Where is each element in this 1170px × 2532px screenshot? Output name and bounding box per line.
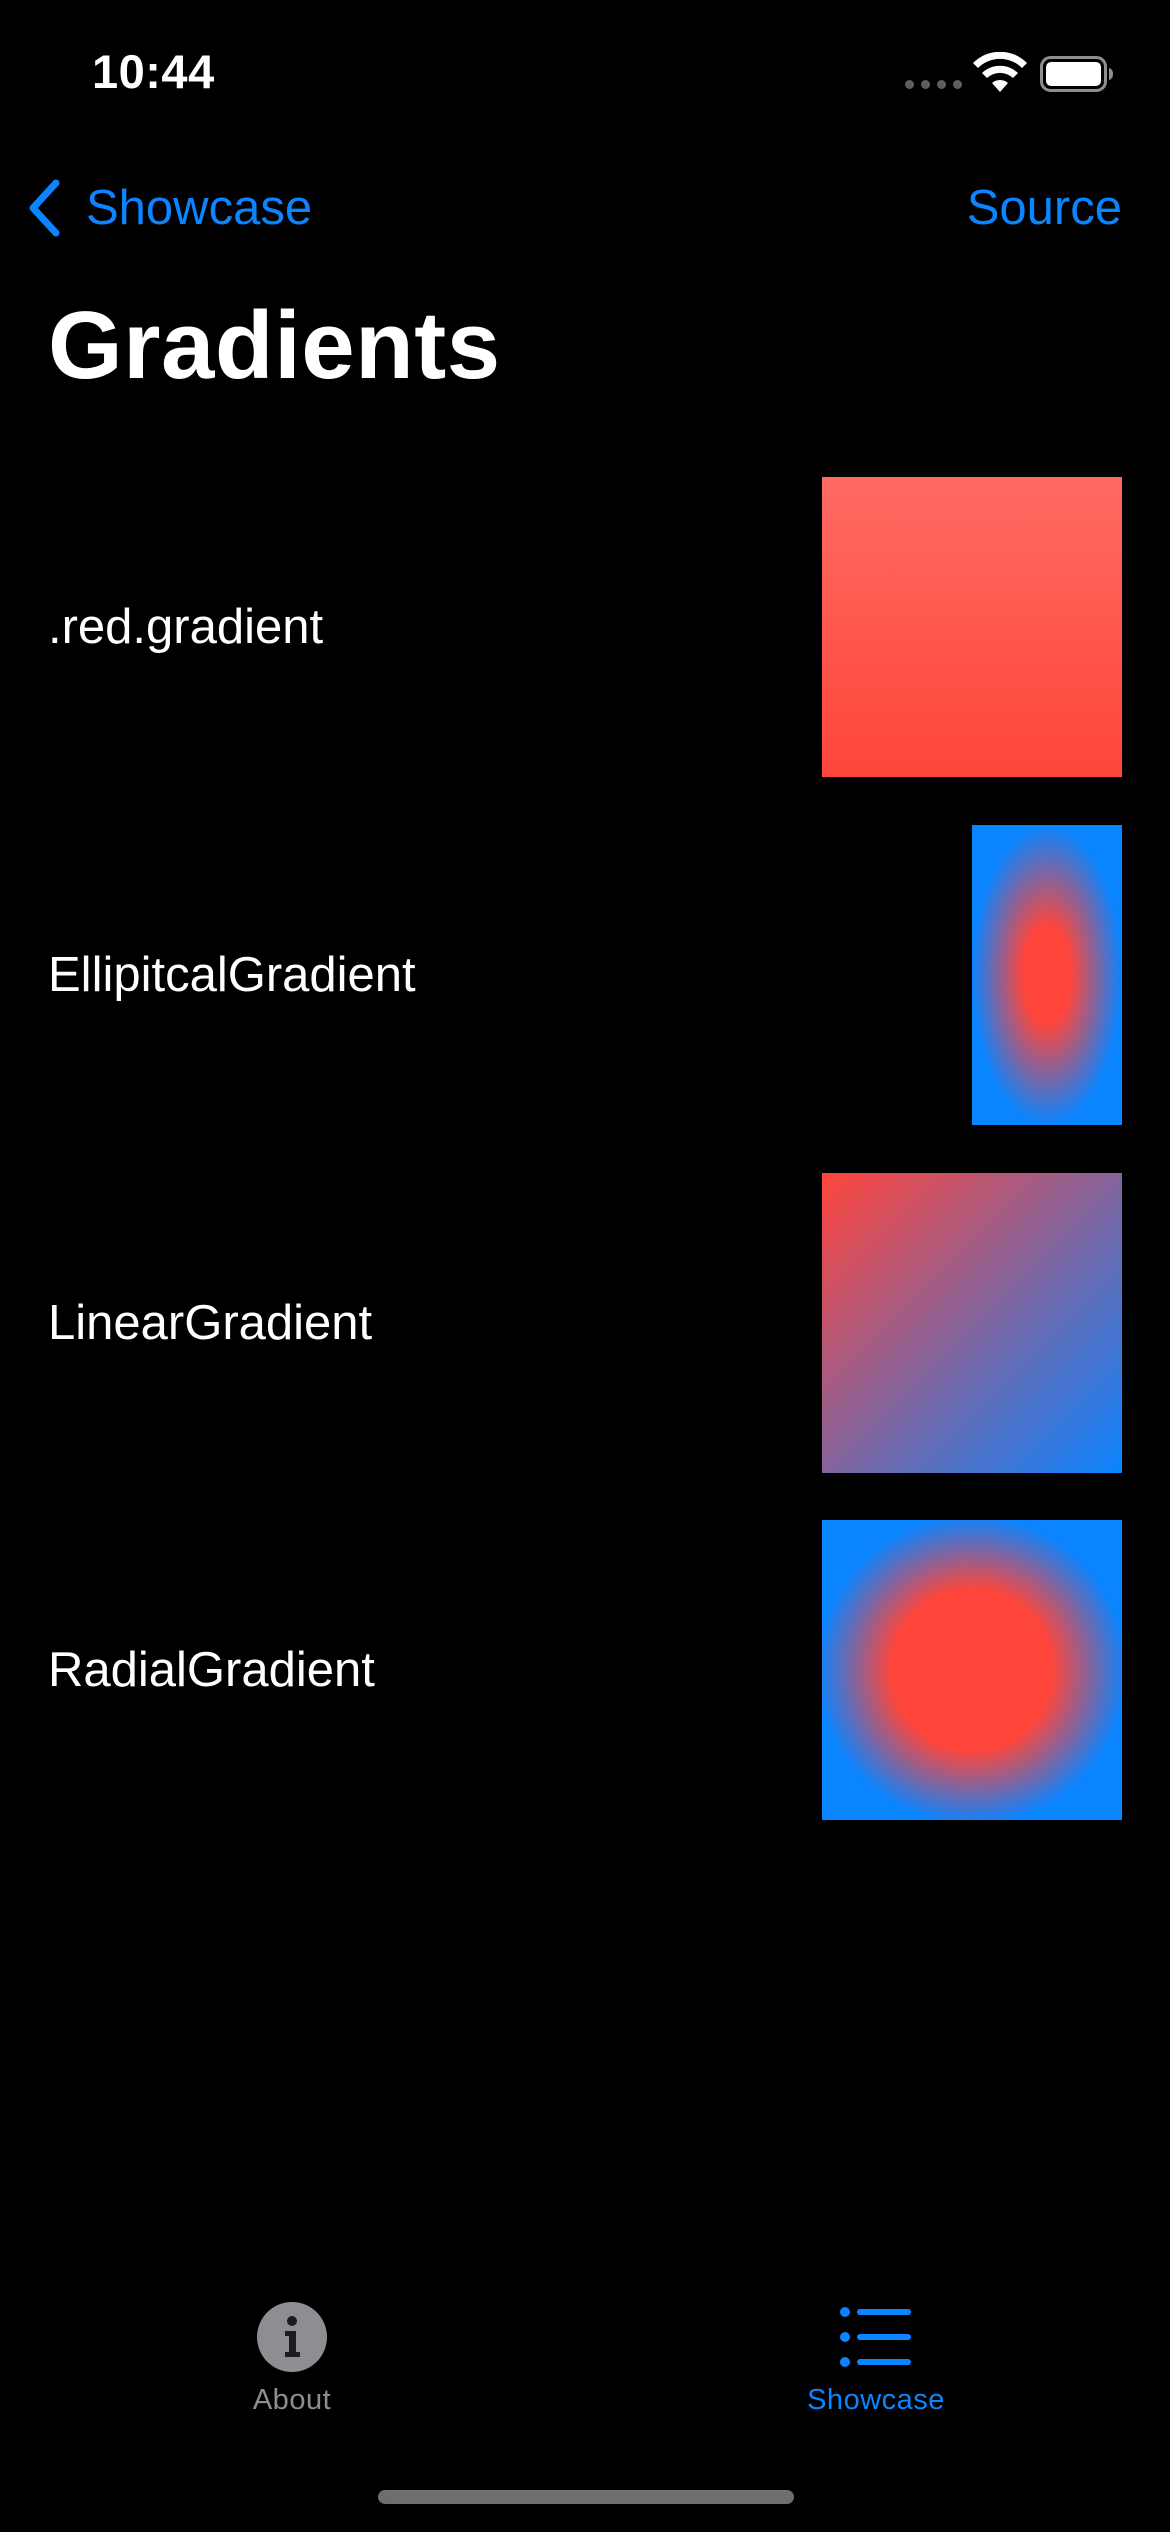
- radial-gradient-swatch: [822, 1520, 1122, 1820]
- row-label: RadialGradient: [48, 1520, 375, 1820]
- tab-showcase[interactable]: Showcase: [726, 2300, 1026, 2430]
- back-button-label: Showcase: [86, 180, 312, 236]
- cellular-signal-icon: [905, 80, 962, 89]
- list-bullet-icon: [839, 2300, 913, 2374]
- row-label: EllipitcalGradient: [48, 825, 416, 1125]
- tab-label: About: [253, 2384, 331, 2417]
- page-title: Gradients: [48, 288, 501, 403]
- chevron-left-icon: [26, 178, 62, 238]
- status-time: 10:44: [92, 44, 215, 99]
- row-label: .red.gradient: [48, 477, 323, 777]
- home-indicator[interactable]: [378, 2490, 794, 2504]
- list-item-linear-gradient: LinearGradient: [0, 1173, 1170, 1473]
- tab-about[interactable]: About: [142, 2300, 442, 2430]
- info-circle-icon: [255, 2300, 329, 2374]
- wifi-icon: [972, 52, 1028, 94]
- tab-label: Showcase: [807, 2384, 945, 2417]
- linear-gradient-swatch: [822, 1173, 1122, 1473]
- list-item-elliptical-gradient: EllipitcalGradient: [0, 825, 1170, 1125]
- row-label: LinearGradient: [48, 1173, 372, 1473]
- elliptical-gradient-swatch: [972, 825, 1122, 1125]
- list-item-radial-gradient: RadialGradient: [0, 1520, 1170, 1820]
- source-button[interactable]: Source: [967, 175, 1122, 241]
- battery-icon: [1040, 56, 1114, 92]
- list-item-red-gradient: .red.gradient: [0, 477, 1170, 777]
- red-gradient-swatch: [822, 477, 1122, 777]
- back-button[interactable]: Showcase: [26, 175, 312, 241]
